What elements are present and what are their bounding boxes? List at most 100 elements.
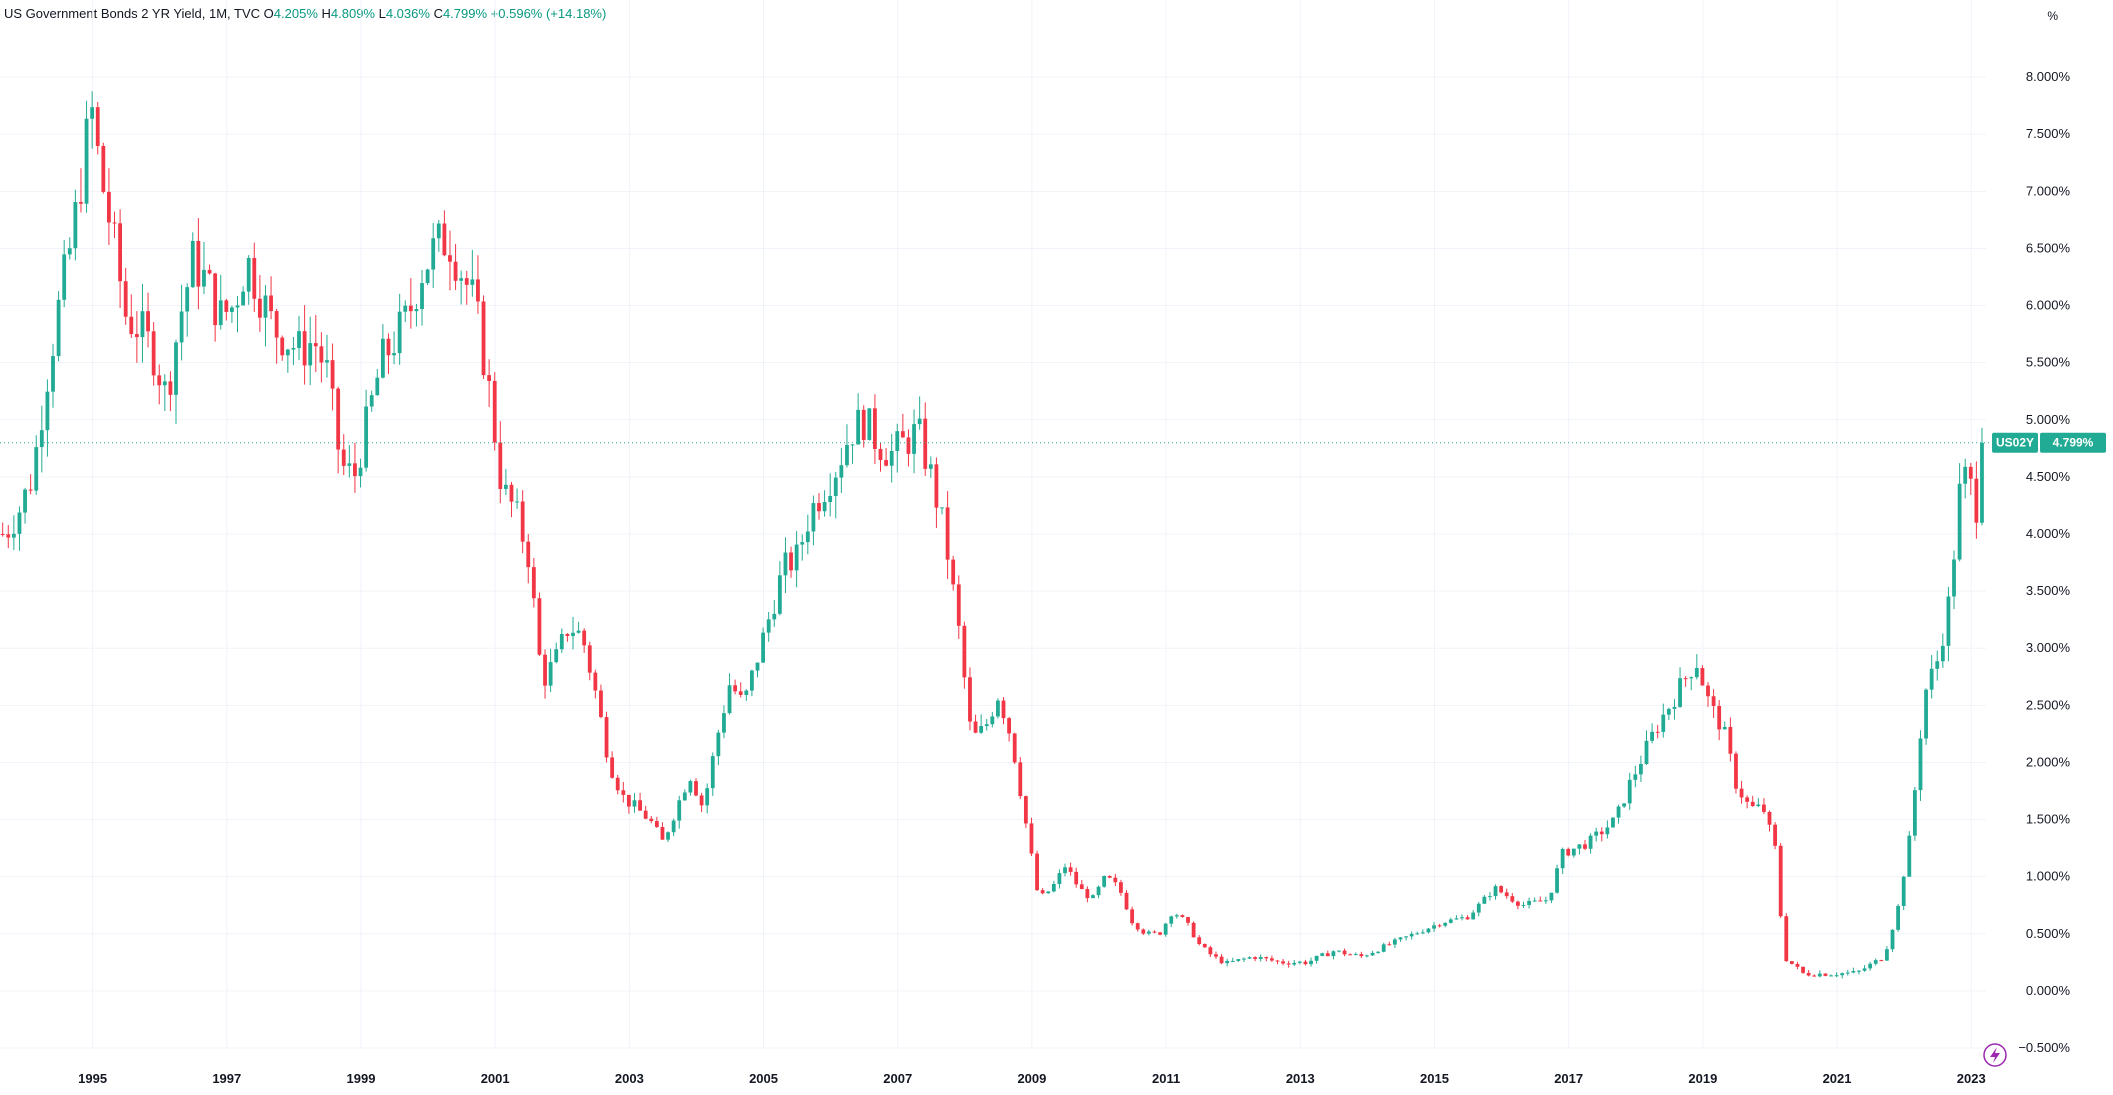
candle-up	[380, 338, 385, 378]
candle-down	[1706, 685, 1710, 697]
candle-down	[1812, 975, 1817, 977]
close-value: 4.799%	[442, 6, 488, 21]
candle-up	[1392, 939, 1397, 945]
x-tick-label: 2009	[1017, 1071, 1046, 1086]
candle-up	[90, 107, 95, 119]
candle-down	[587, 645, 592, 673]
candle-up	[990, 716, 995, 725]
candle-down	[660, 826, 665, 840]
candle-up	[218, 300, 223, 326]
candle-up	[1666, 708, 1671, 715]
candle-up	[1443, 922, 1448, 926]
candle-up	[470, 279, 475, 285]
candle-up	[246, 257, 251, 292]
candle-up	[235, 305, 240, 308]
candle-down	[1023, 796, 1028, 824]
candle-up	[1912, 790, 1917, 836]
candle-down	[252, 257, 257, 299]
candle-down	[213, 273, 218, 326]
candle-down	[604, 717, 609, 758]
candle-up	[828, 495, 833, 503]
candle-down	[129, 316, 134, 335]
candle-down	[1325, 953, 1330, 957]
candle-down	[638, 800, 642, 811]
candle-down	[1974, 478, 1979, 523]
candle-down	[492, 380, 497, 443]
candle-down	[101, 145, 106, 192]
candle-down	[565, 633, 570, 637]
candle-up	[1471, 912, 1476, 920]
candle-down	[453, 261, 458, 281]
candle-up	[1549, 892, 1554, 901]
time-axis[interactable]: 1995 1997 1999 2001 2003 2005 2007 2009 2011 2013…	[78, 1071, 1986, 1086]
candle-up	[1258, 957, 1263, 959]
candle-up	[1381, 944, 1386, 952]
candle-up	[392, 353, 396, 356]
candle-up	[1353, 954, 1358, 956]
candle-up	[1482, 896, 1487, 904]
candle-up	[1588, 835, 1593, 849]
candle-up	[1611, 817, 1615, 828]
candle-up	[1555, 868, 1559, 893]
candle-up	[1560, 848, 1565, 869]
candle-up	[263, 295, 268, 318]
candle-up	[833, 477, 838, 496]
candle-down	[649, 818, 654, 822]
candle-up	[800, 542, 805, 545]
candle-down	[79, 202, 83, 204]
candle-up	[666, 832, 670, 840]
candle-down	[582, 630, 587, 646]
candle-down	[1253, 957, 1258, 959]
candle-up	[1946, 596, 1951, 646]
candle-up	[1292, 962, 1297, 965]
candle-down	[1029, 823, 1034, 854]
candle-down	[1767, 811, 1772, 825]
candle-down	[923, 418, 928, 469]
candle-down	[269, 295, 273, 312]
low-value: 4.036%	[385, 6, 430, 21]
candle-down	[1079, 884, 1084, 890]
candle-up	[559, 633, 564, 650]
candle-up	[1376, 951, 1381, 953]
candle-up	[1063, 867, 1067, 874]
candle-up	[1862, 968, 1867, 971]
high-value: 4.809%	[330, 6, 375, 21]
candle-up	[1577, 844, 1582, 849]
candle-up	[431, 238, 436, 270]
candle-up	[1398, 937, 1403, 940]
candle-up	[202, 269, 206, 287]
candle-down	[900, 431, 905, 438]
candle-down	[487, 375, 492, 381]
lightning-icon[interactable]	[1983, 1043, 2007, 1067]
candle-down	[884, 460, 888, 466]
candle-up	[515, 501, 519, 503]
candle-up	[671, 820, 676, 833]
candle-up	[375, 377, 380, 396]
candle-down	[934, 464, 939, 508]
price-tag-text: 4.799%	[2053, 436, 2094, 450]
candle-down	[1739, 788, 1744, 798]
candle-up	[867, 408, 872, 440]
candle-down	[498, 442, 503, 489]
candle-up	[856, 409, 861, 445]
candle-up	[783, 552, 788, 576]
candle-up	[1096, 886, 1101, 896]
candle-down	[509, 484, 514, 502]
candle-down	[873, 408, 877, 449]
candle-up	[140, 311, 145, 338]
candle-down	[1717, 705, 1722, 730]
candle-up	[1543, 900, 1548, 902]
candle-up	[889, 451, 894, 466]
candle-up	[364, 406, 369, 468]
candle-up	[179, 311, 184, 343]
candle-up	[459, 278, 464, 281]
candle-up	[688, 781, 693, 793]
candle-up	[576, 630, 581, 633]
candles	[0, 91, 1984, 979]
price-axis[interactable]: 8.000% 7.500% 7.000% 6.500% 6.000% 5.500% 5.00…	[2018, 9, 2070, 1055]
candle-up	[1918, 738, 1923, 791]
candle-up	[710, 756, 715, 789]
candle-up	[185, 287, 190, 312]
candle-down	[448, 255, 452, 262]
